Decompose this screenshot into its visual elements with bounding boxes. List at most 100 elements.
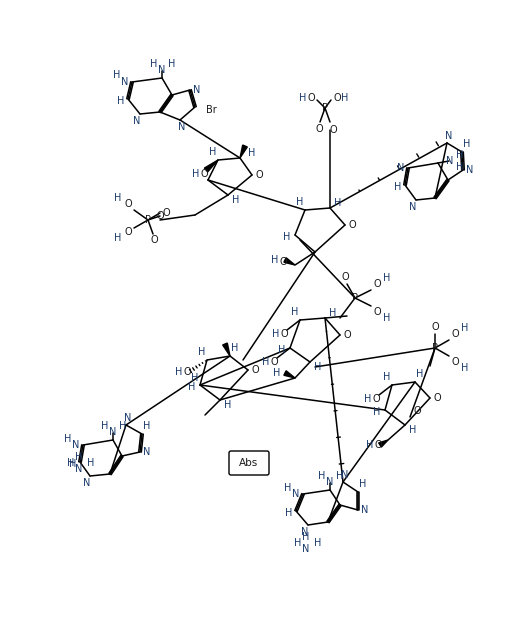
Text: O: O <box>329 125 337 135</box>
Text: H: H <box>285 508 293 518</box>
Text: H: H <box>314 538 322 548</box>
Text: H: H <box>364 394 372 404</box>
Polygon shape <box>284 258 295 265</box>
Text: H: H <box>341 93 349 103</box>
Text: O: O <box>315 124 323 134</box>
FancyBboxPatch shape <box>229 451 269 475</box>
Text: H: H <box>359 479 367 489</box>
Text: N: N <box>361 505 369 515</box>
Text: H: H <box>456 162 464 172</box>
Text: N: N <box>293 489 299 499</box>
Text: H: H <box>463 139 471 149</box>
Text: O: O <box>270 357 278 367</box>
Text: H: H <box>319 471 326 481</box>
Text: P: P <box>432 343 438 353</box>
Text: H: H <box>284 232 290 242</box>
Text: N: N <box>75 464 83 474</box>
Text: N: N <box>158 65 166 75</box>
Text: P: P <box>145 215 151 225</box>
Text: O: O <box>348 220 356 230</box>
Text: O: O <box>341 272 349 282</box>
Text: H: H <box>169 59 175 69</box>
Text: H: H <box>461 323 469 333</box>
Polygon shape <box>378 440 388 447</box>
Text: N: N <box>466 165 474 175</box>
Text: H: H <box>334 198 342 208</box>
Text: H: H <box>69 459 77 469</box>
Polygon shape <box>223 343 230 356</box>
Text: H: H <box>87 458 95 468</box>
Text: N: N <box>409 202 417 212</box>
Text: H: H <box>192 169 200 179</box>
Text: H: H <box>314 362 322 372</box>
Text: H: H <box>175 367 183 377</box>
Text: H: H <box>337 471 343 481</box>
Text: N: N <box>326 477 334 487</box>
Text: O: O <box>307 93 315 103</box>
Text: H: H <box>383 372 391 382</box>
Text: O: O <box>431 322 439 332</box>
Polygon shape <box>284 371 295 378</box>
Text: P: P <box>352 293 358 303</box>
Text: N: N <box>121 77 129 87</box>
Text: H: H <box>75 452 83 462</box>
Text: H: H <box>373 407 381 417</box>
Text: H: H <box>272 329 280 339</box>
Text: H: H <box>67 458 75 468</box>
Text: O: O <box>150 235 158 245</box>
Text: N: N <box>302 544 310 554</box>
Text: H: H <box>296 197 304 207</box>
Text: H: H <box>143 421 151 431</box>
Text: N: N <box>134 116 140 126</box>
Text: O: O <box>374 440 382 450</box>
Text: N: N <box>446 156 454 166</box>
Text: H: H <box>383 273 391 283</box>
Text: H: H <box>262 357 270 367</box>
Text: P: P <box>322 103 328 113</box>
Text: H: H <box>151 59 158 69</box>
Text: H: H <box>278 345 286 355</box>
Text: H: H <box>294 538 302 548</box>
Polygon shape <box>205 160 218 172</box>
Text: O: O <box>451 329 459 339</box>
Text: O: O <box>124 227 132 237</box>
Text: O: O <box>451 357 459 367</box>
Text: O: O <box>251 365 259 375</box>
Text: H: H <box>366 440 374 450</box>
Text: Br: Br <box>206 105 216 115</box>
Text: O: O <box>343 330 351 340</box>
Text: N: N <box>178 122 186 132</box>
Text: H: H <box>271 255 279 265</box>
Text: O: O <box>162 208 170 218</box>
Text: H: H <box>461 363 469 373</box>
Text: H: H <box>188 382 196 392</box>
Text: O: O <box>279 257 287 267</box>
Text: H: H <box>302 532 310 542</box>
Text: N: N <box>193 85 201 95</box>
Text: H: H <box>231 343 239 353</box>
Text: O: O <box>372 394 380 404</box>
Text: Abs: Abs <box>240 458 259 468</box>
Text: N: N <box>302 527 308 537</box>
Text: O: O <box>433 393 441 403</box>
Text: O: O <box>156 211 164 221</box>
Text: H: H <box>209 147 217 157</box>
Text: O: O <box>255 170 263 180</box>
Text: O: O <box>373 307 381 317</box>
Text: N: N <box>83 478 91 488</box>
Text: O: O <box>413 406 421 416</box>
Text: N: N <box>143 447 151 457</box>
Text: H: H <box>117 96 125 106</box>
Text: O: O <box>200 169 208 179</box>
Text: H: H <box>383 313 391 323</box>
Text: H: H <box>114 193 122 203</box>
Text: O: O <box>124 199 132 209</box>
Text: N: N <box>72 440 79 450</box>
Text: H: H <box>119 421 127 431</box>
Text: O: O <box>280 329 288 339</box>
Text: O: O <box>373 279 381 289</box>
Text: H: H <box>299 93 307 103</box>
Text: H: H <box>114 233 122 243</box>
Text: N: N <box>398 163 405 173</box>
Text: H: H <box>113 70 121 80</box>
